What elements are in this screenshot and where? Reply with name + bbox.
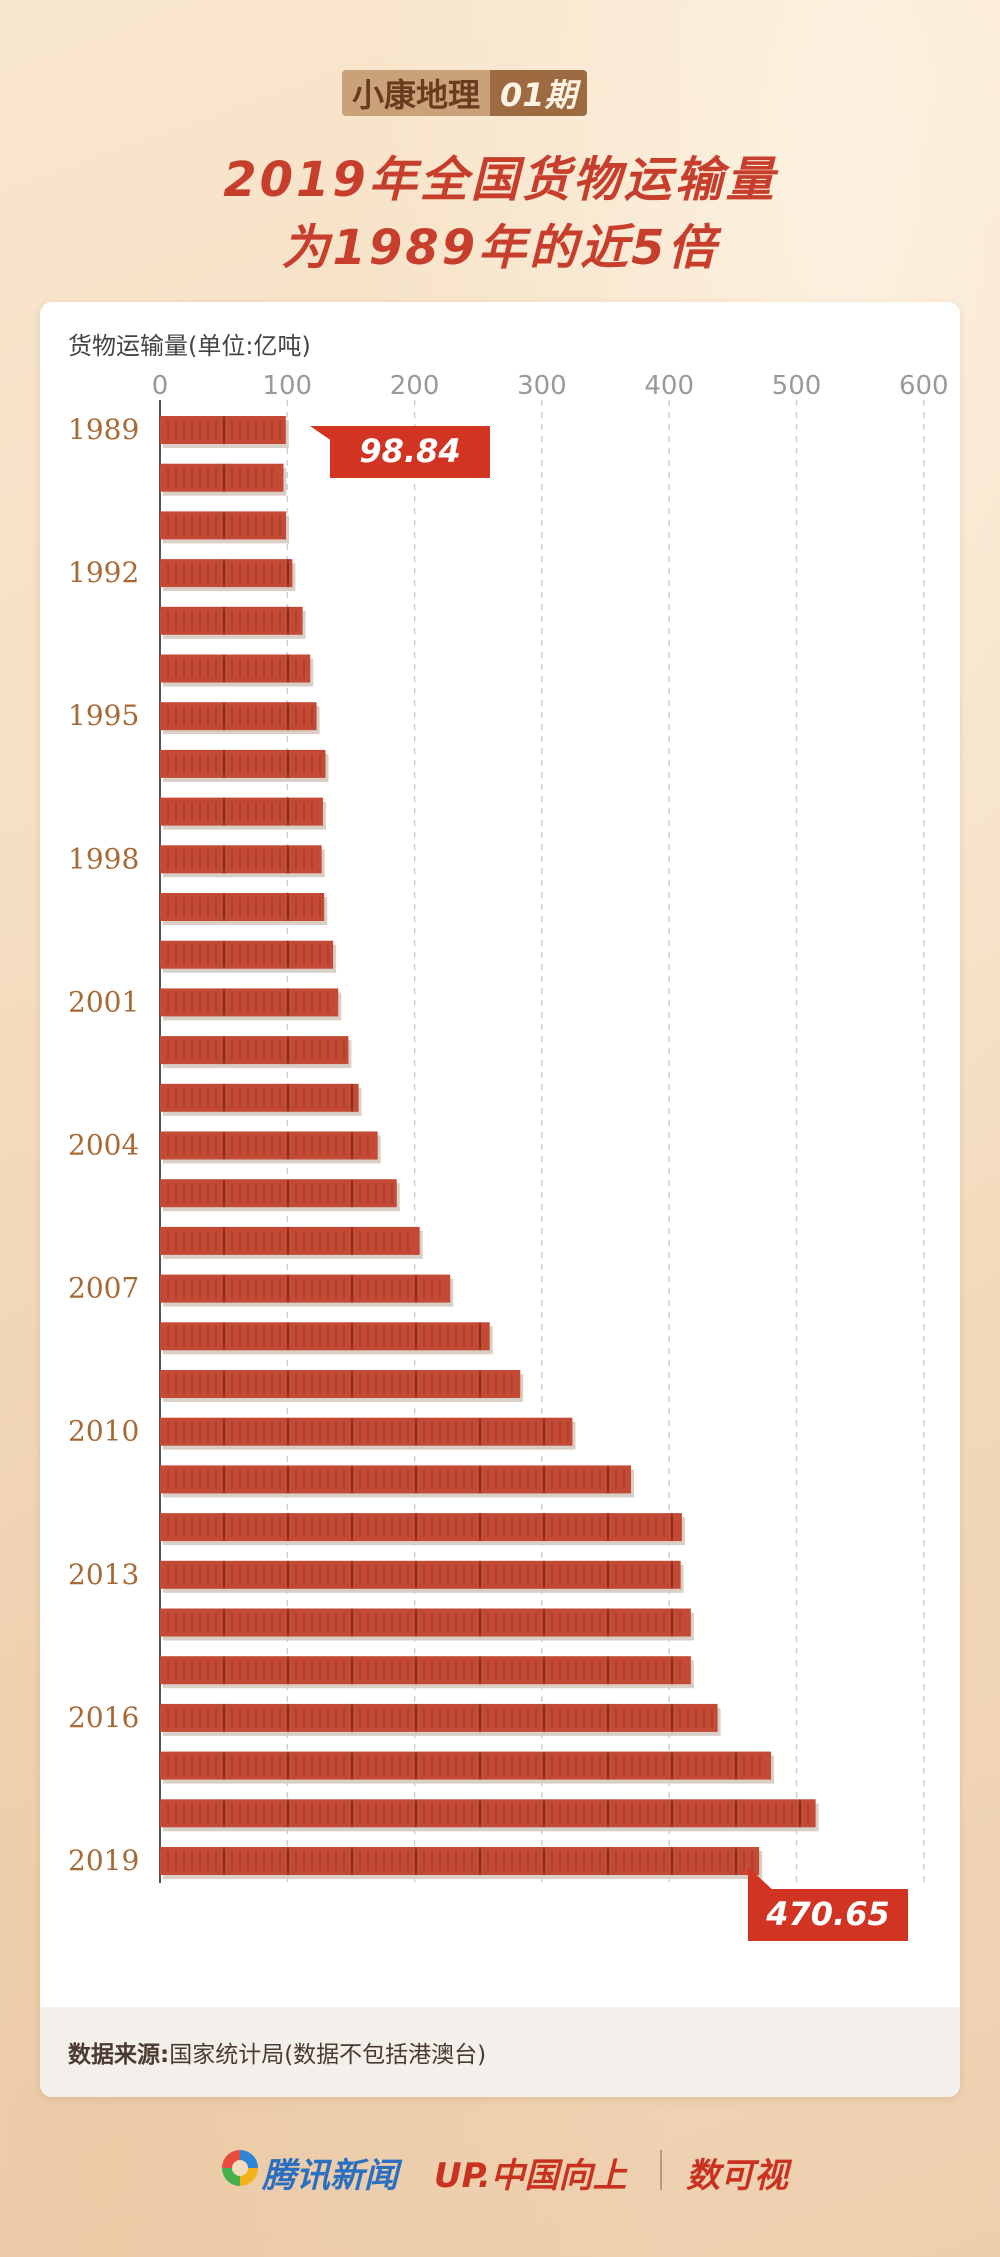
bar-1999 [160,893,325,921]
bar-2016 [160,1703,718,1732]
bar-chart: 货物运输量(单位:亿吨) 0 100 200 300 400 500 600 1989 1992 1… [68,332,949,1941]
year-label-1995: 1995 [68,699,139,732]
x-tick-label-600: 600 [899,371,949,401]
year-label-1998: 1998 [68,842,139,875]
year-label-2013: 2013 [68,1558,139,1591]
bar-2006 [160,1226,420,1255]
brand-tencent-news: 腾讯新闻 [262,2156,398,2196]
brand-up-china: UP.中国向上 [434,2156,627,2196]
chart-card: 货物运输量(单位:亿吨) 0 100 200 300 400 500 600 1989 1992 1… [40,302,960,2097]
year-label-1989: 1989 [68,413,139,446]
bar-1995 [160,702,317,731]
bar-2001 [160,988,339,1017]
tag-issue-number: 01期 [490,70,587,116]
tencent-news-logo-icon [222,2150,258,2186]
x-tick-label-300: 300 [517,371,567,401]
year-label-2010: 2010 [68,1415,139,1448]
bar-2010 [160,1417,573,1446]
bar-2000 [160,940,334,969]
x-tick-label-500: 500 [772,371,822,401]
year-label-2019: 2019 [68,1844,139,1877]
callout-label-1989: 98.84 [359,432,460,470]
year-label-2016: 2016 [68,1701,139,1734]
bar-1989 [160,416,286,444]
x-tick-label-200: 200 [390,371,440,401]
bar-2007 [160,1274,451,1303]
source-bar: 数据来源:国家统计局(数据不包括港澳台) [40,2007,960,2097]
bar-1992 [160,559,293,588]
callout-label-2019: 470.65 [765,1895,889,1933]
bar-2011 [160,1465,632,1494]
source-note: 数据来源:国家统计局(数据不包括港澳台) [68,2035,486,2069]
bar-2019 [160,1847,760,1875]
page-title-line1: 2019年全国货物运输量 [223,152,777,208]
bar-1996 [160,749,326,778]
bar-2018 [160,1799,816,1828]
footer-brands: 腾讯新闻 UP.中国向上 数可视 [0,2140,1000,2200]
x-tick-label-0: 0 [152,371,169,401]
bar-1993 [160,606,303,635]
bar-2005 [160,1179,397,1208]
bar-2015 [160,1656,691,1685]
bar-2002 [160,1036,349,1065]
bar-1990 [160,463,284,492]
bar-1994 [160,654,311,683]
year-label-2001: 2001 [68,985,139,1018]
bar-1998 [160,845,322,874]
bar-2017 [160,1751,772,1780]
source-text: 国家统计局(数据不包括港澳台) [169,2042,487,2068]
bar-2012 [160,1513,682,1542]
x-tick-label-400: 400 [644,371,694,401]
callout-pointer-2019 [748,1867,776,1893]
callout-box-1989 [330,426,490,478]
footer-divider [660,2150,662,2190]
year-label-1992: 1992 [68,556,139,589]
x-tick-label-100: 100 [262,371,312,401]
bar-2009 [160,1370,521,1398]
callout-box-2019 [748,1889,908,1941]
source-prefix: 数据来源: [68,2042,170,2068]
tag-series-name: 小康地理 [342,70,491,116]
year-label-2007: 2007 [68,1272,139,1305]
brand-shukeshi: 数可视 [686,2156,788,2196]
bar-2004 [160,1131,378,1160]
bar-1997 [160,797,323,826]
year-label-2004: 2004 [68,1129,139,1162]
bar-2008 [160,1322,490,1351]
y-unit-label: 货物运输量(单位:亿吨) [68,332,311,360]
bar-2014 [160,1608,691,1637]
page-title-line2: 为1989年的近5倍 [281,220,719,276]
bar-2013 [160,1560,681,1589]
bar-2003 [160,1083,359,1112]
bar-1991 [160,511,287,540]
issue-tag: 小康地理 01期 [342,70,587,116]
